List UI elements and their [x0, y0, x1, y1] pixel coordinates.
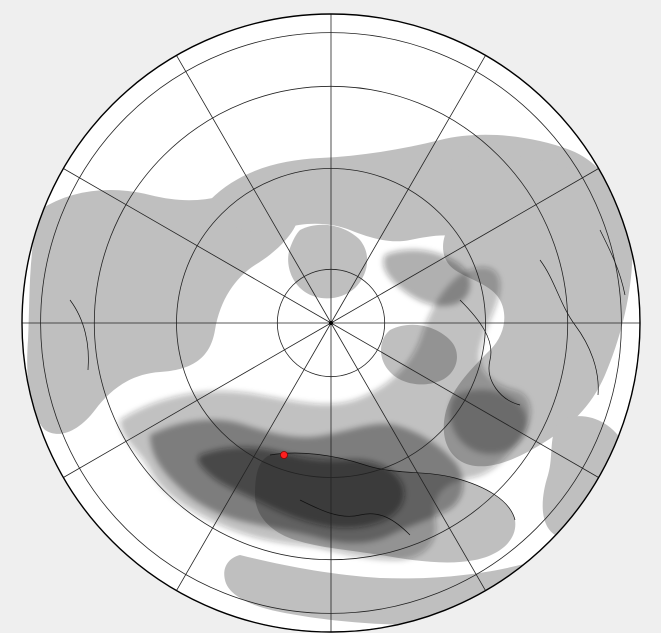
meridian-30 — [330, 55, 486, 324]
north-pole-marker — [329, 321, 333, 325]
meridian-150 — [330, 322, 486, 591]
meridian-120 — [330, 322, 599, 478]
meridian-60 — [330, 168, 599, 324]
plume-layer — [120, 249, 531, 560]
globe-rim — [21, 13, 641, 633]
meridian-240 — [63, 322, 332, 478]
meridian-210 — [176, 322, 332, 591]
coastlines — [69, 229, 626, 536]
plume-trail-east — [449, 389, 527, 454]
land-east-coast — [542, 416, 631, 540]
meridian-330 — [176, 55, 332, 324]
land-greenland — [288, 224, 368, 299]
plume-trail-north — [383, 249, 471, 306]
meridian-300 — [63, 168, 332, 324]
land-west-continent — [27, 180, 301, 434]
source-location-marker — [280, 451, 288, 459]
meridians — [22, 14, 640, 632]
plume-core — [198, 447, 405, 528]
